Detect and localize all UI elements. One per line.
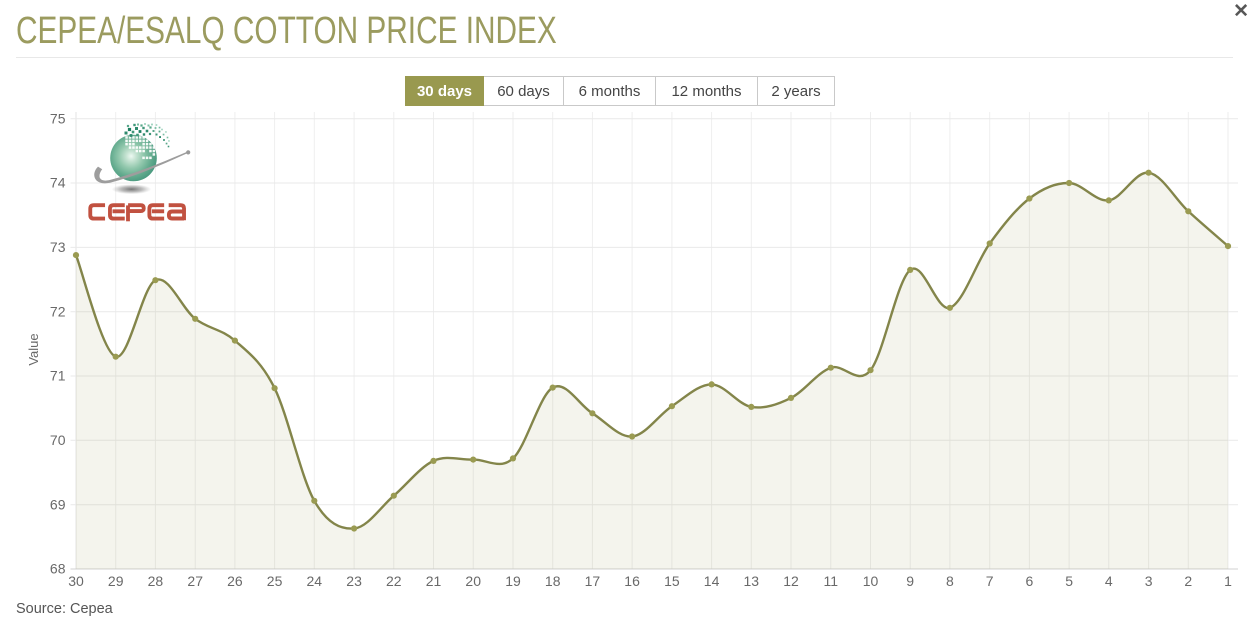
svg-text:2: 2 [1184, 573, 1192, 589]
svg-text:75: 75 [50, 110, 66, 126]
svg-text:5: 5 [1065, 573, 1073, 589]
svg-text:17: 17 [585, 573, 601, 589]
svg-text:4: 4 [1105, 573, 1113, 589]
svg-text:22: 22 [386, 573, 402, 589]
svg-text:19: 19 [505, 573, 521, 589]
svg-text:28: 28 [148, 573, 164, 589]
svg-text:8: 8 [946, 573, 954, 589]
svg-text:11: 11 [824, 573, 839, 589]
svg-text:12: 12 [783, 573, 799, 589]
svg-text:21: 21 [426, 573, 442, 589]
svg-text:27: 27 [187, 573, 203, 589]
svg-text:24: 24 [307, 573, 323, 589]
svg-text:6: 6 [1026, 573, 1034, 589]
svg-text:1: 1 [1224, 573, 1232, 589]
svg-text:13: 13 [744, 573, 760, 589]
svg-text:10: 10 [863, 573, 879, 589]
svg-text:69: 69 [50, 496, 66, 512]
svg-text:9: 9 [906, 573, 914, 589]
svg-text:30: 30 [68, 573, 84, 589]
svg-text:14: 14 [704, 573, 720, 589]
svg-text:23: 23 [346, 573, 362, 589]
svg-text:29: 29 [108, 573, 124, 589]
svg-text:25: 25 [267, 573, 283, 589]
svg-text:71: 71 [50, 368, 66, 384]
svg-text:68: 68 [50, 561, 66, 577]
svg-text:15: 15 [664, 573, 680, 589]
svg-text:72: 72 [50, 303, 66, 319]
svg-text:16: 16 [624, 573, 640, 589]
svg-text:20: 20 [465, 573, 481, 589]
svg-text:70: 70 [50, 432, 66, 448]
svg-text:26: 26 [227, 573, 243, 589]
svg-text:73: 73 [50, 239, 66, 255]
svg-text:3: 3 [1145, 573, 1153, 589]
svg-text:Value: Value [26, 333, 41, 365]
svg-text:18: 18 [545, 573, 561, 589]
svg-text:7: 7 [986, 573, 994, 589]
svg-text:74: 74 [50, 175, 66, 191]
